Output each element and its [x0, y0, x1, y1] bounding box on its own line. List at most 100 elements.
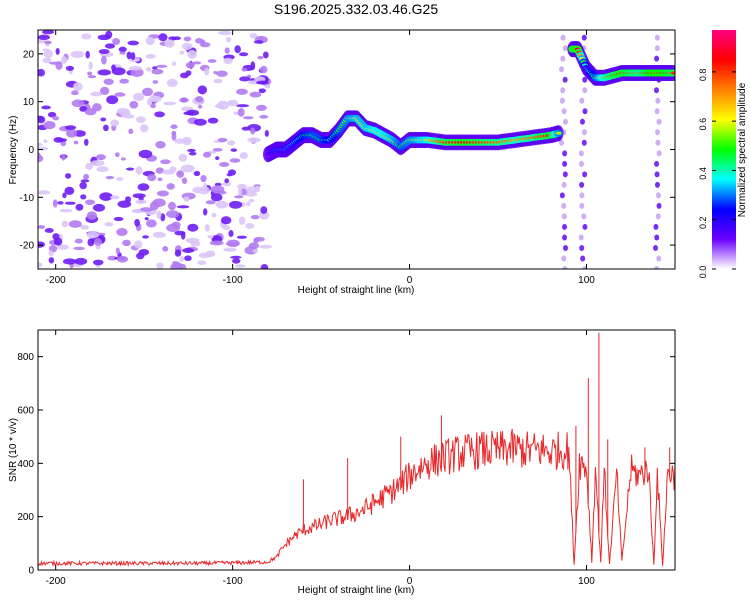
- vertical-streak: [656, 150, 662, 157]
- noise-blob: [176, 170, 185, 178]
- vertical-streak: [582, 223, 588, 230]
- colorbar-tick-label: 0.4: [698, 167, 708, 180]
- noise-blob: [55, 47, 60, 55]
- noise-blob: [234, 195, 244, 199]
- vertical-streak: [654, 45, 660, 52]
- noise-blob: [75, 203, 84, 211]
- noise-blob: [70, 50, 85, 59]
- vertical-streak: [562, 76, 568, 83]
- noise-blob: [160, 159, 171, 165]
- vertical-streak: [653, 244, 659, 251]
- vertical-streak: [579, 202, 585, 209]
- vertical-streak: [578, 160, 584, 167]
- noise-blob: [62, 192, 67, 199]
- vertical-streak: [578, 150, 584, 157]
- vertical-streak: [562, 223, 568, 230]
- vertical-streak: [560, 34, 566, 41]
- noise-blob: [180, 164, 195, 173]
- noise-blob: [105, 175, 115, 180]
- noise-blob: [98, 49, 110, 55]
- vertical-streak: [581, 34, 587, 41]
- vertical-streak: [581, 139, 587, 146]
- vertical-streak: [654, 171, 660, 178]
- noise-blob: [155, 167, 165, 174]
- x-tick-label: 100: [578, 275, 595, 286]
- noise-blob: [61, 154, 66, 161]
- noise-blob: [242, 116, 254, 120]
- noise-blob: [110, 119, 120, 127]
- noise-blob: [88, 61, 93, 70]
- noise-blob: [116, 255, 129, 263]
- noise-blob: [87, 75, 97, 79]
- noise-blob: [96, 154, 106, 161]
- noise-blob: [71, 90, 79, 96]
- noise-blob: [238, 187, 243, 196]
- noise-blob: [151, 68, 164, 75]
- noise-blob: [236, 235, 247, 239]
- x-tick-label: 0: [407, 576, 413, 587]
- noise-blob: [57, 138, 67, 142]
- noise-blob: [64, 125, 77, 130]
- noise-blob: [38, 68, 46, 77]
- noise-blob: [227, 140, 236, 146]
- noise-blob: [232, 258, 241, 264]
- noise-blob: [164, 39, 175, 48]
- noise-blob: [57, 201, 64, 205]
- noise-blob: [43, 121, 56, 130]
- vertical-streak: [654, 266, 660, 269]
- noise-blob: [135, 166, 143, 175]
- noise-blob: [213, 78, 223, 84]
- noise-blob: [162, 246, 169, 252]
- noise-blob: [135, 199, 147, 204]
- noise-blob: [139, 207, 154, 212]
- noise-blob: [255, 104, 267, 111]
- noise-blob: [250, 61, 256, 71]
- noise-blob: [220, 216, 232, 225]
- vertical-streak: [561, 108, 567, 115]
- noise-blob: [105, 30, 113, 39]
- noise-blob: [118, 46, 127, 53]
- noise-blob: [85, 162, 94, 171]
- noise-blob: [145, 67, 152, 72]
- vertical-streak: [582, 76, 588, 83]
- noise-blob: [64, 201, 76, 205]
- noise-blob: [106, 95, 119, 105]
- noise-blob: [249, 91, 262, 98]
- noise-blob: [222, 181, 232, 187]
- noise-blob: [142, 87, 154, 97]
- noise-blob: [202, 151, 212, 158]
- vertical-streak: [580, 255, 586, 262]
- noise-blob: [60, 140, 67, 147]
- noise-blob: [48, 250, 54, 256]
- vertical-streak: [654, 55, 660, 62]
- noise-blob: [38, 190, 51, 195]
- noise-blob: [217, 137, 228, 142]
- vertical-streak: [582, 108, 588, 115]
- vertical-streak: [653, 223, 659, 230]
- noise-blob: [228, 200, 243, 209]
- noise-region: [38, 30, 272, 269]
- noise-blob: [139, 124, 149, 133]
- x-tick-label: -200: [46, 275, 66, 286]
- noise-blob: [195, 96, 204, 103]
- noise-blob: [253, 237, 259, 244]
- noise-blob: [122, 239, 131, 247]
- noise-blob: [258, 88, 266, 94]
- noise-blob: [169, 166, 177, 173]
- vertical-streak: [655, 213, 661, 220]
- noise-blob: [74, 238, 83, 244]
- y-tick-label: 800: [17, 352, 34, 363]
- noise-blob: [59, 208, 73, 213]
- noise-blob: [205, 250, 216, 258]
- vertical-streak: [561, 255, 567, 262]
- noise-blob: [223, 57, 233, 65]
- noise-blob: [53, 237, 63, 246]
- noise-blob: [100, 117, 107, 122]
- noise-blob: [154, 111, 165, 118]
- noise-blob: [214, 182, 222, 187]
- vertical-streak: [561, 202, 567, 209]
- noise-blob: [230, 148, 238, 152]
- noise-blob: [156, 190, 169, 197]
- vertical-streak: [579, 192, 585, 199]
- noise-blob: [179, 50, 185, 55]
